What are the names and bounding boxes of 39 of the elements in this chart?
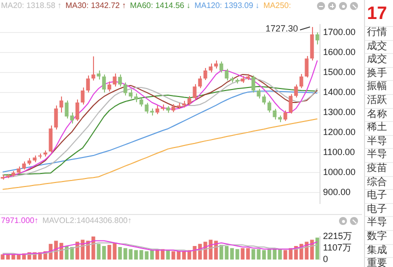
text: MA30: 1342.72 ↑: [65, 0, 126, 12]
text: 数字: [365, 230, 393, 244]
y-tick-label: 1400.00: [323, 86, 356, 97]
y-tick-label: 0: [323, 254, 328, 264]
y-tick-label: 1100.00: [323, 147, 355, 158]
text: 7971.000↑: [1, 215, 38, 227]
annotation: 1727.30: [265, 23, 298, 34]
text: MA250:: [263, 0, 291, 12]
text: 活跃: [365, 94, 393, 108]
text: 成交: [365, 40, 393, 54]
text: 半导: [365, 134, 393, 148]
y-tick-label: 1107万: [323, 242, 352, 252]
text: 综合: [365, 176, 393, 190]
text: 电子: [365, 202, 393, 216]
text: 17: [366, 2, 388, 25]
text: 振幅: [365, 80, 393, 94]
text: 半导: [365, 148, 393, 162]
text: 电子: [365, 189, 393, 203]
text: MA20: 1318.58 ↑: [1, 0, 62, 12]
y-tick-label: 1000.00: [323, 167, 356, 178]
text: 重要: [365, 257, 393, 267]
y-tick-label: 1700.00: [323, 26, 356, 37]
text: 行情: [365, 26, 393, 40]
text: MAVOL2:14044306.800↑: [42, 215, 132, 227]
text: 半导: [365, 216, 393, 230]
y-tick-label: 2215万: [323, 230, 352, 241]
text: 集成: [365, 244, 393, 258]
y-tick-label: 900.00: [323, 187, 351, 198]
text: MA60: 1414.56 ↓: [130, 0, 190, 12]
text: 疫苗: [365, 162, 393, 176]
text: 稀土: [365, 121, 393, 135]
y-tick-label: 1500.00: [323, 66, 356, 77]
y-tick-label: 1600.00: [323, 46, 356, 57]
y-tick-label: 1300.00: [323, 106, 356, 117]
text: 名称: [365, 108, 393, 122]
text: 换手: [365, 66, 393, 80]
y-tick-label: 1200.00: [323, 127, 356, 138]
text: MA120: 1393.09 ↓: [194, 0, 260, 12]
text: 成交: [365, 53, 393, 67]
